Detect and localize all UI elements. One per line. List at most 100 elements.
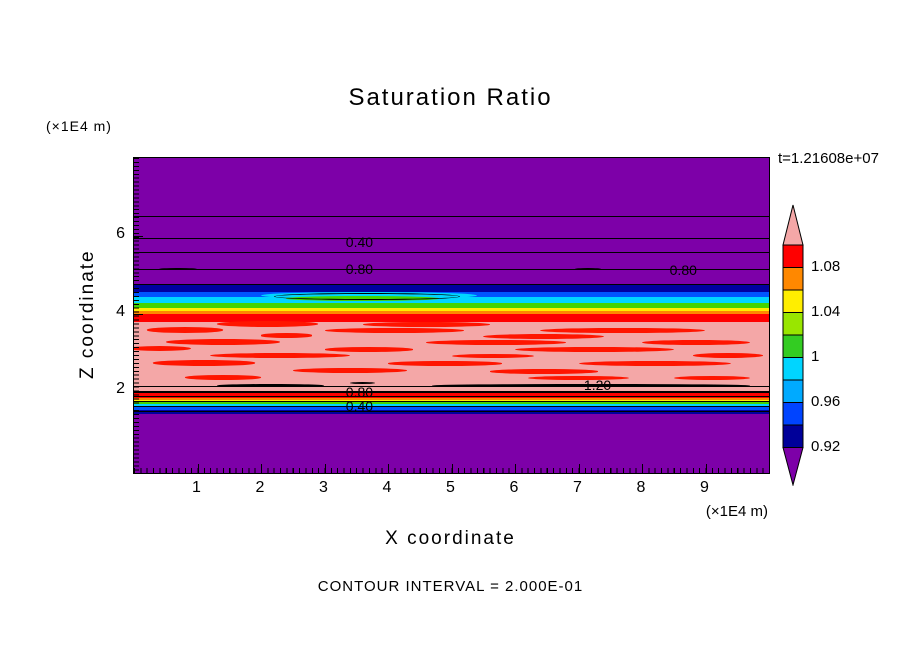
- chart-title: Saturation Ratio: [348, 84, 553, 111]
- contour-label: 1.20: [583, 376, 612, 393]
- x-major-tick: [451, 464, 453, 473]
- contour-line: [134, 215, 769, 217]
- contour-blob: [261, 333, 312, 338]
- color-band: [134, 402, 769, 404]
- x-major-tick: [324, 464, 326, 473]
- contour-blob: [515, 346, 674, 353]
- color-band: [134, 296, 769, 303]
- colorbar-label: 0.96: [811, 392, 841, 410]
- contour-blob: [464, 285, 655, 291]
- x-tick-label: 2: [255, 479, 265, 496]
- color-band: [134, 311, 769, 314]
- colorbar-label: 1.04: [811, 302, 841, 320]
- contour-blob: [134, 346, 192, 352]
- color-band: [134, 313, 769, 323]
- contour-line: [134, 410, 769, 412]
- contour-blob: [324, 347, 414, 352]
- contour-line: [134, 386, 769, 388]
- contour-blob: [184, 375, 261, 380]
- x-major-tick: [578, 464, 580, 473]
- time-label: t=1.21608e+07: [778, 150, 879, 167]
- contour-blob: [451, 353, 535, 358]
- x-tick-label: 5: [446, 479, 455, 496]
- contour-label: 0.80: [345, 260, 374, 277]
- y-tick-label: 6: [116, 225, 125, 243]
- contour-blob: [642, 339, 750, 346]
- color-band: [134, 302, 769, 308]
- contour-blob: [362, 322, 490, 328]
- color-band: [134, 404, 769, 407]
- contour-label: 0.40: [345, 398, 374, 415]
- contour-line: [134, 238, 769, 239]
- colorbar-label: 1: [811, 347, 820, 365]
- contour-blob: [432, 384, 750, 388]
- x-major-tick: [705, 464, 707, 473]
- contour-label: 0.80: [669, 261, 697, 278]
- contour-line: [134, 390, 769, 393]
- contour-line: [134, 396, 769, 398]
- colorbar-label: 0.92: [811, 437, 841, 455]
- contour-label: 0.40: [345, 234, 374, 251]
- y-major-tick: [134, 391, 143, 393]
- color-band: [134, 284, 769, 292]
- y-major-tick: [134, 313, 143, 315]
- contour-line: [134, 405, 769, 407]
- x-tick-label: 9: [700, 479, 709, 496]
- contour-line: [134, 284, 769, 285]
- contour-blob: [146, 327, 223, 333]
- color-band: [134, 322, 769, 393]
- x-major-tick: [515, 464, 516, 473]
- x-tick-label: 1: [192, 479, 201, 496]
- contour-blob: [292, 368, 408, 374]
- y-tick-label: 2: [116, 380, 125, 398]
- contour-interval-label: CONTOUR INTERVAL = 2.000E-01: [317, 578, 584, 595]
- color-band: [134, 392, 769, 399]
- contour-blob: [527, 375, 630, 381]
- x-major-tick: [642, 464, 643, 473]
- contour-blob: [673, 375, 750, 380]
- contour-line: [134, 400, 769, 402]
- color-band: [134, 406, 769, 410]
- colorbar-scale: [782, 204, 804, 487]
- contour-blob: [165, 339, 281, 346]
- color-band: [134, 414, 769, 473]
- contour-loop: [273, 293, 460, 301]
- color-band: [134, 158, 769, 285]
- x-major-tick: [388, 464, 389, 473]
- contour-blob: [388, 361, 503, 366]
- x-tick-label: 4: [382, 479, 392, 496]
- colorbar: [782, 204, 804, 491]
- contour-blob: [489, 369, 598, 374]
- y-major-tick: [134, 236, 143, 238]
- contour-blob: [210, 352, 350, 358]
- x-axis-title: X coordinate: [385, 528, 516, 549]
- contour-line: [134, 268, 769, 270]
- contour-label: 0.80: [345, 383, 374, 400]
- x-axis-unit-label: (×1E4 m): [705, 503, 768, 520]
- x-major-tick: [197, 464, 199, 473]
- contour-blob: [578, 360, 731, 366]
- contour-blob: [540, 327, 706, 334]
- contour-blob: [692, 352, 763, 358]
- x-tick-label: 7: [573, 479, 582, 496]
- contour-blob: [426, 340, 566, 346]
- contour-blob: [349, 382, 376, 385]
- x-tick-label: 8: [636, 479, 646, 496]
- color-band: [134, 398, 769, 400]
- colorbar-label: 1.08: [811, 257, 841, 275]
- x-tick-label: 6: [509, 479, 519, 496]
- contour-blob: [216, 384, 325, 387]
- contour-plot-area: 0.40 0.80 0.80 1.20 0.80 0.40: [133, 157, 770, 474]
- contour-blob: [324, 328, 465, 334]
- contour-line: [134, 251, 769, 253]
- y-tick-label: 4: [116, 302, 125, 320]
- y-axis-unit-label: (×1E4 m): [46, 118, 112, 134]
- contour-blob: [483, 334, 604, 340]
- x-major-tick: [261, 464, 262, 473]
- color-band: [134, 307, 769, 312]
- color-band: [134, 410, 769, 415]
- contour-blob: [153, 360, 255, 366]
- contour-blob: [216, 321, 319, 328]
- x-tick-label: 3: [319, 479, 328, 496]
